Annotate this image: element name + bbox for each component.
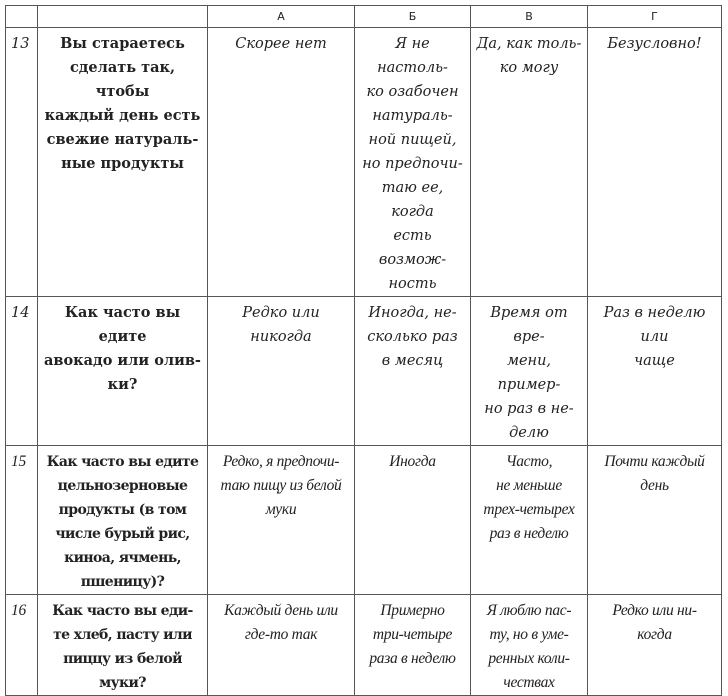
answer-v: Я люблю пас- ту, но в уме- ренных коли- … [470,594,588,696]
question: Как часто вы еди- те хлеб, пасту или пиц… [37,594,208,696]
answer-b: Примерно три-четыре раза в неделю [354,594,471,696]
table-row: 16 Как часто вы еди- те хлеб, пасту или … [5,594,722,696]
header-v: В [470,5,588,28]
table-row: 13 Вы стараетесь сделать так, чтобы кажд… [5,27,722,297]
question: Вы стараетесь сделать так, чтобы каждый … [37,27,208,297]
answer-b: Иногда, не- сколько раз в месяц [354,296,471,446]
row-number: 16 [5,594,38,696]
answer-a: Скорее нет [207,27,355,297]
header-b: Б [354,5,471,28]
answer-v: Да, как толь- ко могу [470,27,588,297]
question: Как часто вы едите авокадо или олив- ки? [37,296,208,446]
answer-v: Часто, не меньше трех-четырех раз в неде… [470,445,588,595]
answer-g: Редко или ни- когда [587,594,722,696]
answer-a: Редко, я предпочи- таю пищу из белой мук… [207,445,355,595]
answer-a: Редко или никогда [207,296,355,446]
row-number: 14 [5,296,38,446]
answer-g: Почти каждый день [587,445,722,595]
table-row: 15 Как часто вы едите цельнозерновые про… [5,445,722,595]
table-row: 14 Как часто вы едите авокадо или олив- … [5,296,722,446]
question: Как часто вы едите цельнозерновые продук… [37,445,208,595]
answer-g: Безусловно! [587,27,722,297]
row-number: 13 [5,27,38,297]
answer-b: Я не настоль- ко озабочен натураль- ной … [354,27,471,297]
header-a: А [207,5,355,28]
answer-v: Время от вре- мени, пример- но раз в не-… [470,296,588,446]
answer-b: Иногда [354,445,471,595]
answer-g: Раз в неделю или чаще [587,296,722,446]
header-question [37,5,208,28]
row-number: 15 [5,445,38,595]
header-num [5,5,38,28]
answer-a: Каждый день или где-то так [207,594,355,696]
header-row: А Б В Г [5,5,722,28]
header-g: Г [587,5,722,28]
questionnaire-table: А Б В Г 13 Вы стараетесь сделать так, чт… [5,5,722,696]
